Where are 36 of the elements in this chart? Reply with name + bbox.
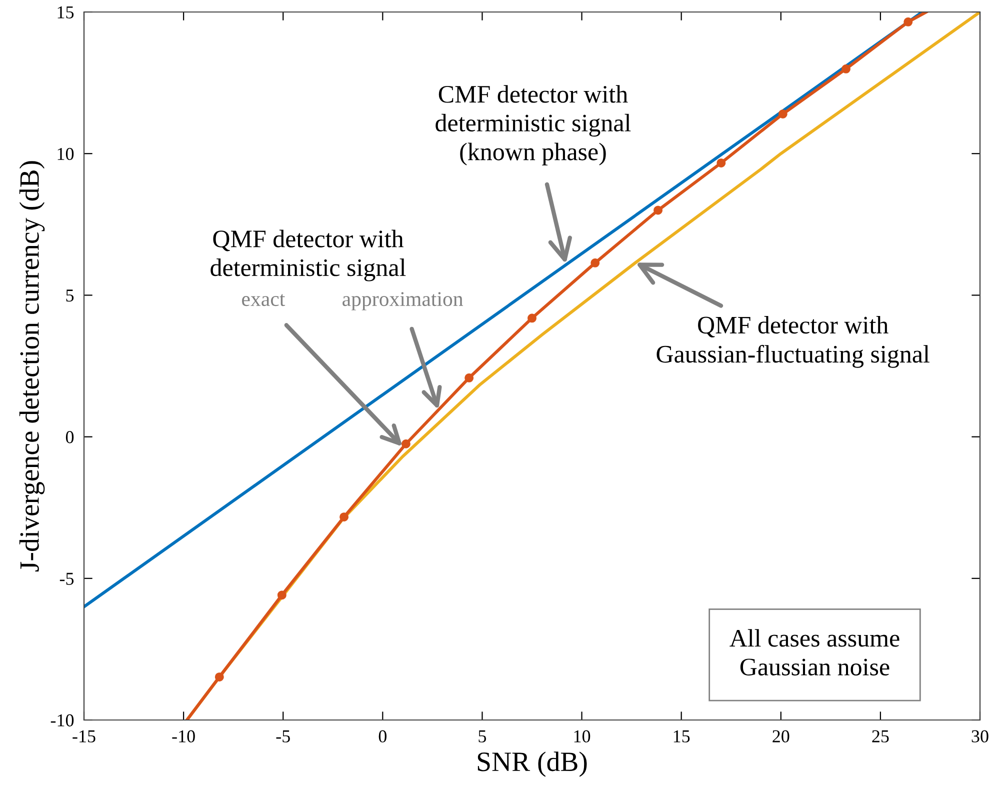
x-axis-title: SNR (dB) xyxy=(478,752,587,777)
point xyxy=(528,314,536,323)
annotation: exact xyxy=(242,294,286,306)
point xyxy=(716,158,726,168)
y-tick-label: 15 xyxy=(58,6,74,18)
point xyxy=(340,512,349,522)
x-tick-label: 5 xyxy=(478,730,486,742)
point xyxy=(590,258,600,268)
point xyxy=(904,17,913,26)
annotation: QMF detector with Gaussian-fluctuating signal xyxy=(656,316,930,368)
point xyxy=(464,373,474,382)
x-tick-label: 15 xyxy=(674,730,690,742)
point xyxy=(214,672,224,682)
y-tick-label: 5 xyxy=(66,290,74,302)
y-axis-title: J-divergence detection currency (dB) xyxy=(19,161,45,572)
y-tick-label: 10 xyxy=(58,148,74,160)
annotation: All cases assume Gaussian noise xyxy=(730,629,900,676)
x-tick-label: -15 xyxy=(72,730,96,742)
x-tick-label: 30 xyxy=(972,730,988,742)
point xyxy=(654,206,663,215)
point xyxy=(401,439,410,448)
y-tick-label: -10 xyxy=(50,714,74,726)
x-tick-label: -10 xyxy=(172,730,195,742)
x-tick-label: 20 xyxy=(772,730,790,742)
point xyxy=(778,109,788,118)
x-tick-label: 25 xyxy=(872,730,889,742)
point xyxy=(277,590,286,600)
annotation: QMF detector with deterministic signal xyxy=(210,230,406,282)
y-tick-label: -5 xyxy=(60,572,74,585)
x-tick-label: -5 xyxy=(276,730,290,742)
x-tick-label: 0 xyxy=(378,730,386,742)
annotation: CMF detector with deterministic signal (known phase) xyxy=(436,85,631,166)
annotation: approximation xyxy=(342,292,464,310)
x-tick-label: 10 xyxy=(574,730,590,742)
point xyxy=(842,64,850,74)
y-tick-label: 0 xyxy=(66,431,74,444)
